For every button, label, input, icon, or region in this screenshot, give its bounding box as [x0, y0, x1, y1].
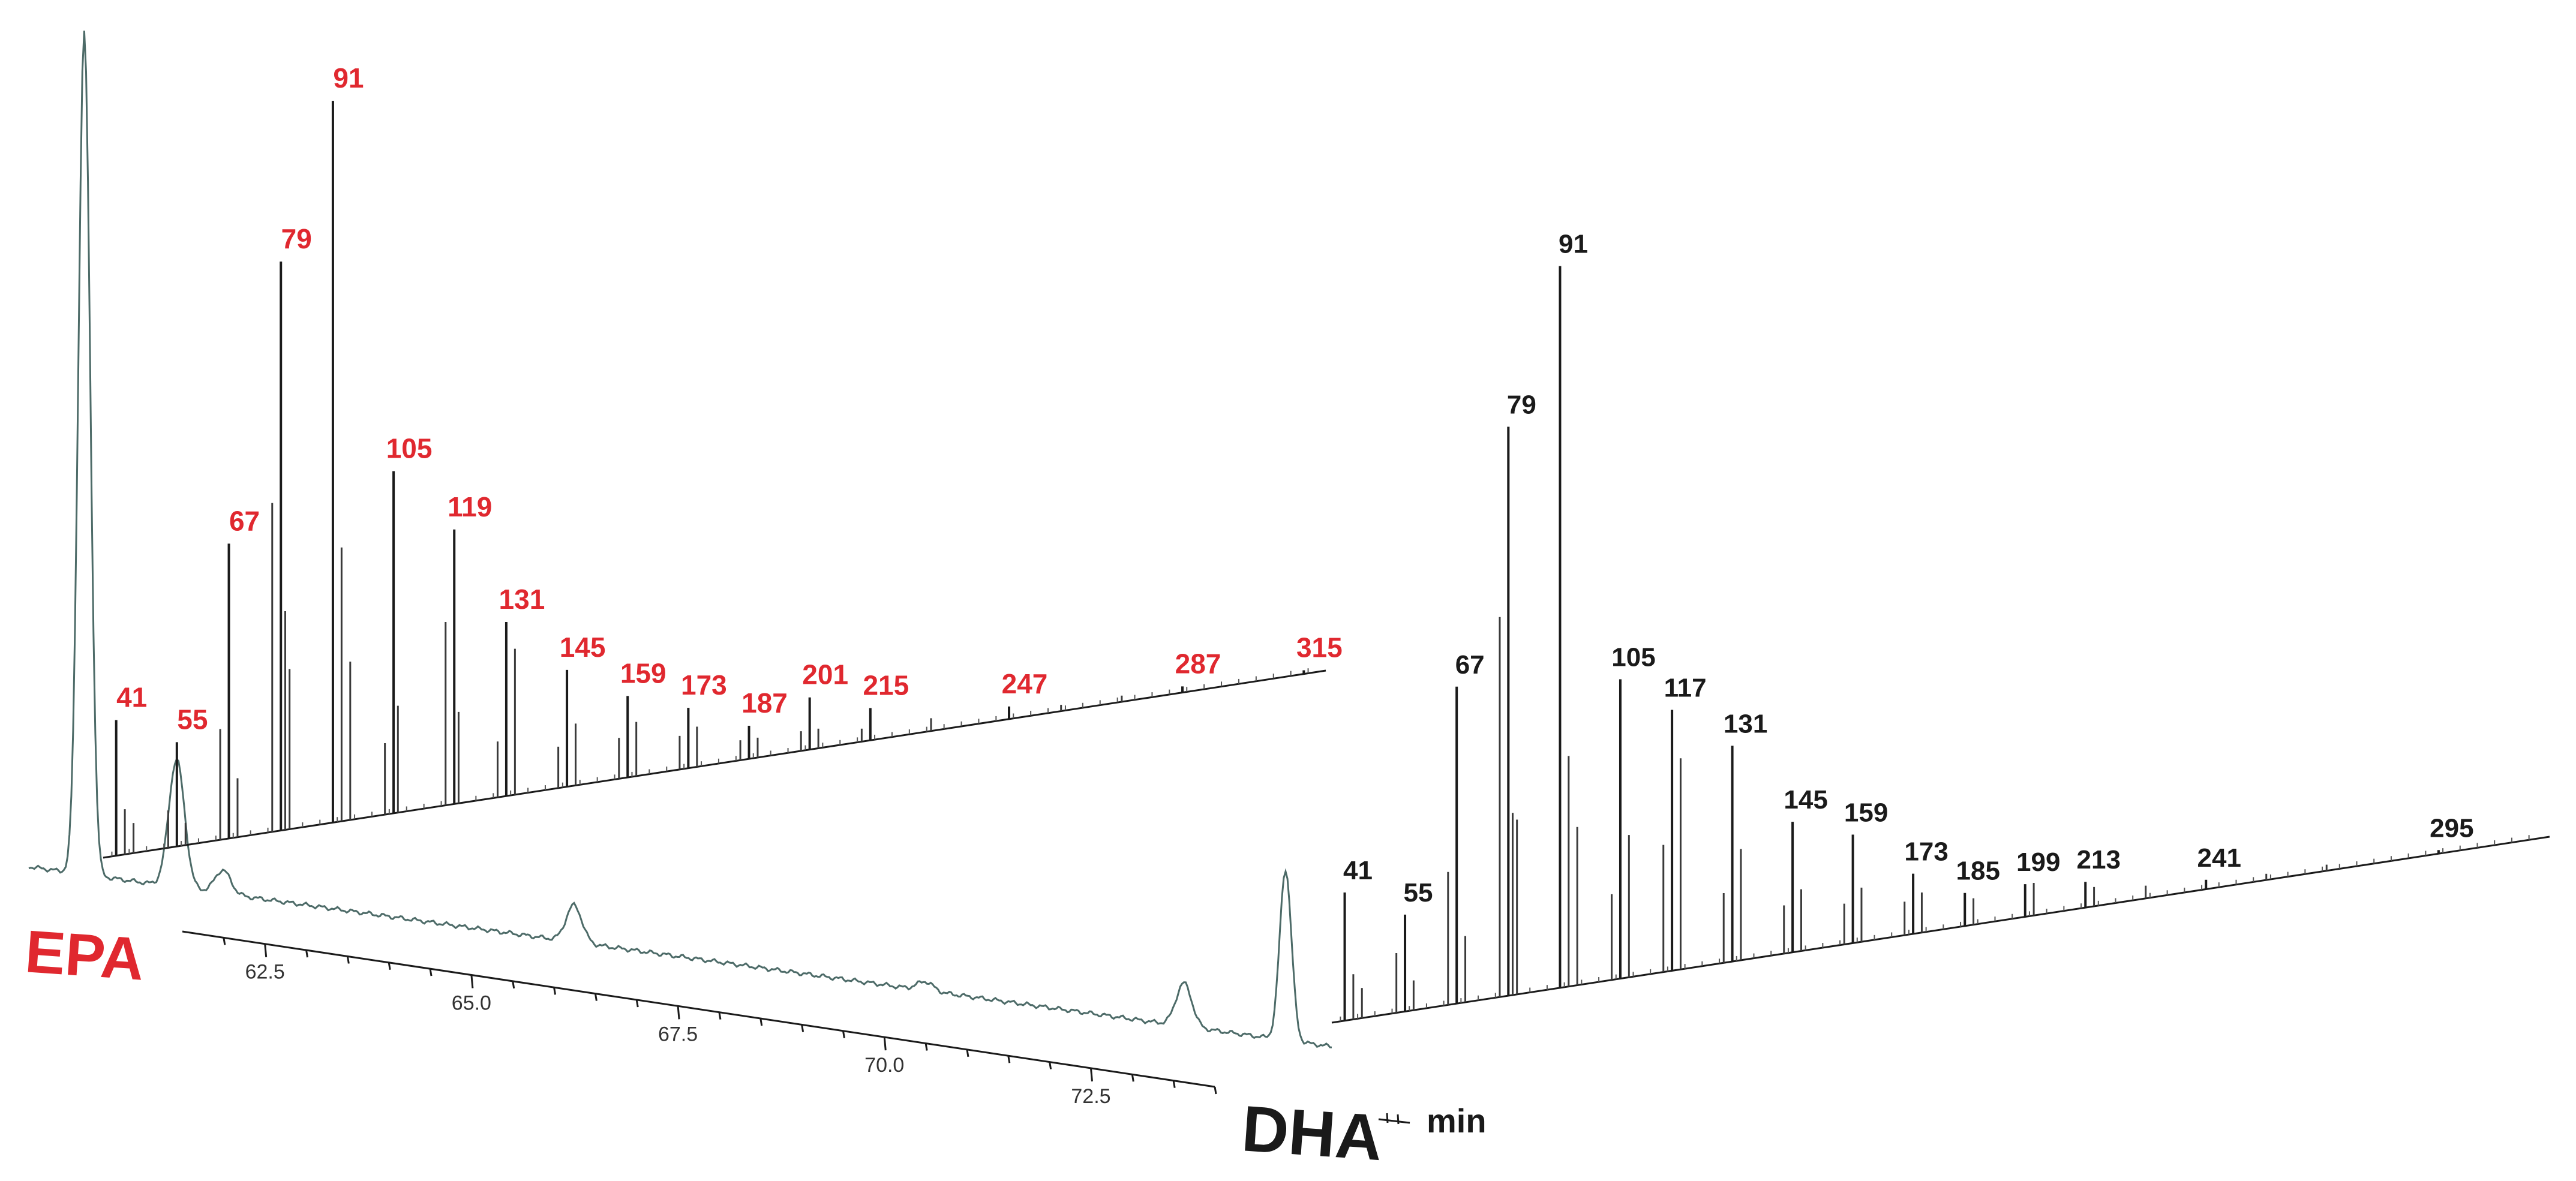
- epa-mass-spectrum: 41 55 67 79 91 105 119 131 145 159 173 187 201 215 247…: [103, 62, 1343, 859]
- dha-peak-label-131: 131: [1724, 709, 1767, 738]
- epa-peak-label-287: 287: [1175, 648, 1221, 679]
- time-axis-tick: [718, 1012, 722, 1020]
- time-axis-tick: [924, 1043, 928, 1051]
- epa-peak-label-247: 247: [1002, 668, 1048, 699]
- epa-peak-label-187: 187: [741, 687, 788, 719]
- time-axis-tick: [1131, 1074, 1134, 1082]
- epa-peak-label-41: 41: [116, 681, 147, 713]
- dha-peak-label-199: 199: [2016, 848, 2060, 877]
- time-axis-tick: [1172, 1080, 1176, 1088]
- time-axis-tick: [470, 975, 474, 988]
- epa-peak-label-119: 119: [448, 491, 492, 522]
- time-axis-tick: [1049, 1062, 1052, 1069]
- time-axis-tick: [1089, 1068, 1093, 1082]
- dha-peak-label-159: 159: [1844, 798, 1888, 827]
- time-axis-tick: [346, 956, 350, 964]
- dha-peak-label-67: 67: [1455, 650, 1485, 680]
- dha-peak-label-213: 213: [2077, 845, 2121, 875]
- epa-peak-label-105: 105: [386, 432, 433, 464]
- time-axis-tick: [388, 962, 391, 970]
- time-axis-tick: [801, 1024, 804, 1032]
- dha-peak-label-145: 145: [1784, 785, 1827, 815]
- time-axis-tick: [512, 981, 515, 989]
- time-axis-tick: [223, 937, 226, 945]
- time-tick-label-72.5: 72.5: [1071, 1085, 1110, 1108]
- time-unit-legend: min: [1378, 1102, 1487, 1140]
- epa-peak-label-67: 67: [229, 505, 260, 536]
- dha-peak-label-79: 79: [1507, 390, 1536, 420]
- time-axis-line: [182, 930, 1215, 1088]
- time-axis-tick: [553, 987, 557, 995]
- dha-peak-label-295: 295: [2430, 813, 2473, 843]
- time-axis-tick: [1007, 1055, 1011, 1063]
- time-axis-tick: [305, 949, 308, 958]
- dha-label: DHA: [1239, 1092, 1385, 1174]
- time-axis-tick: [594, 993, 598, 1001]
- dha-peak-label-105: 105: [1611, 642, 1655, 672]
- epa-peak-label-79: 79: [281, 223, 312, 254]
- dha-peak-label-241: 241: [2197, 843, 2241, 873]
- time-axis-tick: [264, 943, 268, 957]
- time-axis-tick: [759, 1018, 763, 1026]
- epa-label: EPA: [23, 918, 146, 993]
- epa-peak-label-145: 145: [560, 632, 606, 663]
- dha-peak-label-173: 173: [1904, 837, 1948, 867]
- dha-mz-axis: [1331, 836, 2550, 1024]
- time-axis-tick: [677, 1006, 680, 1020]
- time-tick-label-70.0: 70.0: [864, 1054, 904, 1077]
- time-axis-tick: [1214, 1086, 1217, 1095]
- dha-peak-label-41: 41: [1343, 856, 1373, 885]
- epa-mz-axis: [103, 669, 1326, 859]
- chromatogram-trace: [28, 31, 1332, 1048]
- time-tick-label-65.0: 65.0: [452, 992, 491, 1015]
- epa-peak-label-131: 131: [499, 584, 545, 615]
- time-tick-label-62.5: 62.5: [245, 961, 285, 984]
- epa-peak-label-315: 315: [1296, 632, 1343, 663]
- dha-peak-label-91: 91: [1559, 230, 1588, 259]
- epa-peak-label-91: 91: [333, 62, 364, 94]
- dha-peak-label-117: 117: [1664, 674, 1707, 703]
- time-axis-tick: [842, 1030, 845, 1039]
- epa-peak-label-201: 201: [802, 659, 848, 690]
- epa-peak-label-159: 159: [620, 657, 666, 689]
- time-axis-tick: [883, 1036, 887, 1051]
- dha-peak-label-185: 185: [1956, 857, 2000, 886]
- chromatogram: 62.5 65.0 67.5 70.0 72.5: [28, 31, 1332, 1108]
- dha-mass-spectrum: 41 55 67 79 91 105 117 131 145 159 173 185 199 213 241…: [1331, 230, 2550, 1024]
- epa-peak-label-173: 173: [681, 669, 727, 701]
- epa-peak-label-215: 215: [863, 670, 909, 701]
- dha-peak-label-55: 55: [1404, 878, 1433, 907]
- epa-peak-label-55: 55: [177, 704, 208, 735]
- time-unit-label: min: [1427, 1102, 1487, 1140]
- time-axis-tick: [635, 999, 639, 1008]
- time-tick-label-67.5: 67.5: [658, 1023, 698, 1045]
- time-axis-tick: [966, 1049, 969, 1057]
- time-axis-tick: [429, 968, 433, 976]
